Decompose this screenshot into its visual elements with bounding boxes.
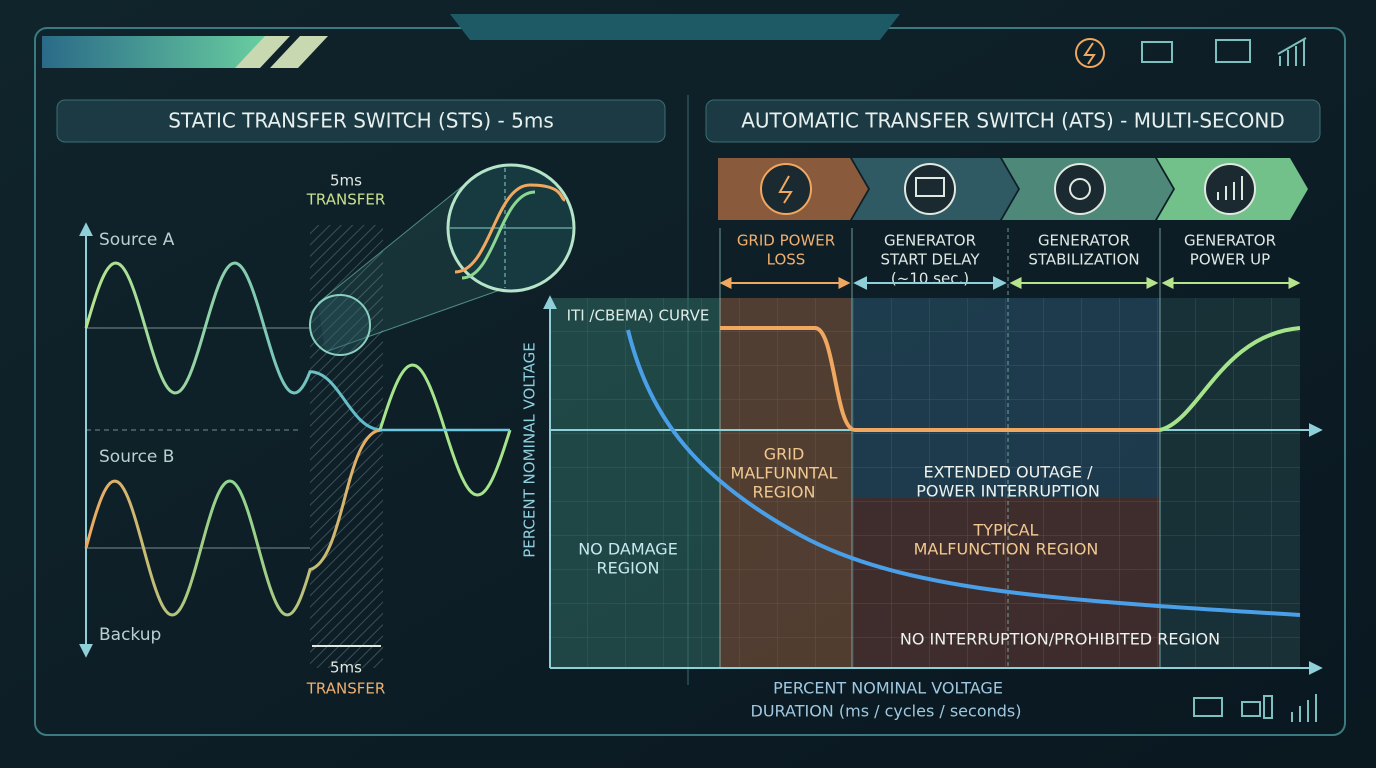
transfer-label: TRANSFER (306, 191, 386, 209)
region-label: NO DAMAGE (578, 540, 678, 559)
stage-label: LOSS (767, 251, 806, 269)
zoom-wave (461, 190, 536, 280)
top-stripe (235, 36, 328, 68)
transfer-label: 5ms (330, 172, 362, 190)
source-label: Source A (99, 230, 175, 250)
stage-label: GENERATOR (1184, 232, 1276, 250)
curve-label: ITI /CBEMA) CURVE (567, 307, 710, 325)
transfer-label: 5ms (330, 659, 362, 677)
stage-label: (~10 sec.) (891, 270, 969, 288)
region-label: MALFUNNTAL (731, 464, 838, 483)
source-b-wave (84, 428, 383, 617)
y-axis-label: PERCENT NOMINAL VOLTAGE (521, 342, 539, 558)
stage-label: POWER UP (1190, 251, 1270, 269)
transfer-label: TRANSFER (306, 680, 386, 698)
top-icons (1075, 37, 1307, 68)
zoom-source (309, 294, 371, 356)
stage-label: GENERATOR (884, 232, 976, 250)
source-label: Source B (99, 447, 174, 467)
transfer-band (310, 225, 383, 668)
source-a-wave (84, 261, 383, 432)
x-axis-label: DURATION (ms / cycles / seconds) (751, 702, 1022, 721)
right-title: AUTOMATIC TRANSFER SWITCH (ATS) - MULTI-… (741, 109, 1285, 133)
region-label: POWER INTERRUPTION (916, 482, 1100, 501)
region-label: REGION (597, 559, 660, 578)
left-title-box (56, 99, 666, 143)
stage-label: STABILIZATION (1028, 251, 1139, 269)
region-label: EXTENDED OUTAGE / (924, 463, 1094, 482)
bottom-icons (1193, 694, 1317, 722)
region-label: NO INTERRUPTION/PROHIBITED REGION (900, 630, 1220, 649)
stage-label: GENERATOR (1038, 232, 1130, 250)
stage-label: START DELAY (880, 251, 980, 269)
iti-curve (626, 329, 1301, 617)
region-label: REGION (753, 483, 816, 502)
stage-dividers (719, 228, 1161, 668)
top-tab (450, 14, 900, 40)
stage-icons (760, 163, 1256, 215)
zoom-cone (317, 179, 501, 353)
source-label: Backup (99, 625, 161, 645)
zoom-wave (454, 183, 566, 274)
region-label: MALFUNCTION REGION (914, 540, 1099, 559)
region-label: GRID (764, 445, 805, 464)
top-stripe (42, 36, 270, 68)
left-title: STATIC TRANSFER SWITCH (STS) - 5ms (168, 109, 554, 133)
right-title-box (705, 99, 1321, 143)
region-label: TYPICAL (973, 521, 1039, 540)
voltage-recovery (1159, 326, 1301, 432)
x-axis-label: PERCENT NOMINAL VOLTAGE (773, 679, 1003, 698)
voltage-trace (720, 326, 1160, 432)
stage-label: GRID POWER (737, 232, 835, 250)
